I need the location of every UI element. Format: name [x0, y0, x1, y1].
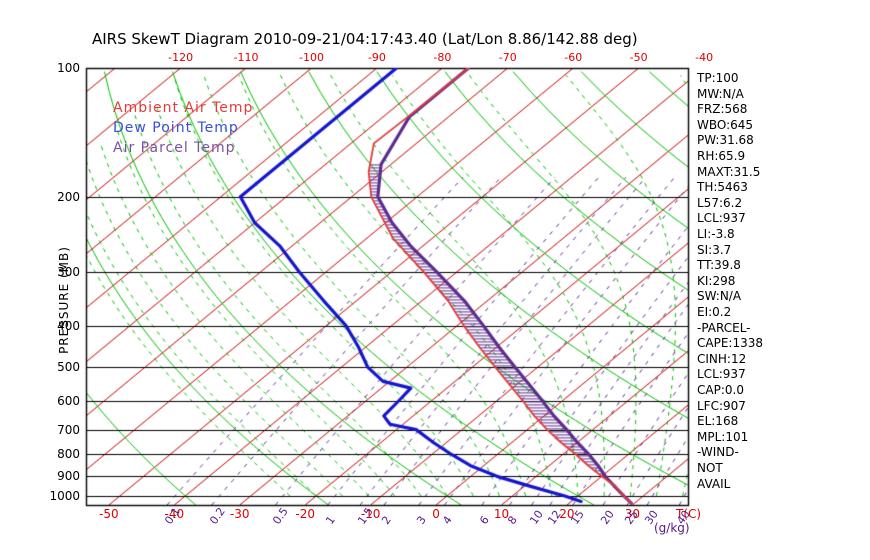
- index-PW: PW:31.68: [697, 133, 754, 148]
- pressure-tick: 900: [57, 469, 80, 484]
- index-CINH: CINH:12: [697, 351, 747, 366]
- index-EL: EL:168: [697, 414, 739, 429]
- index-L57: L57:6.2: [697, 195, 743, 210]
- index-MW: MW:N/A: [697, 86, 744, 101]
- pressure-tick: 1000: [49, 488, 80, 503]
- bottom-temp-tick: 30: [624, 507, 641, 521]
- index-LI: LI:-3.8: [697, 227, 735, 241]
- index-WBO: WBO:645: [697, 117, 754, 132]
- index-wind-line1: NOT: [697, 461, 723, 475]
- top-temp-tick: -80: [433, 51, 452, 64]
- index-EI: EI:0.2: [697, 305, 732, 319]
- top-temp-tick: -70: [498, 51, 517, 64]
- index-LCL-parcel: LCL:937: [697, 367, 746, 382]
- bottom-temp-tick: -30: [229, 507, 250, 521]
- index-LCL: LCL:937: [697, 211, 746, 226]
- index-MPL: MPL:101: [697, 429, 749, 444]
- top-temp-tick: -50: [629, 51, 648, 64]
- top-temp-tick: -60: [564, 51, 583, 64]
- pressure-tick: 800: [57, 447, 80, 462]
- bottom-temp-tick: 0: [432, 507, 440, 521]
- pressure-tick: 300: [57, 265, 80, 280]
- bottom-temp-tick: 20: [559, 507, 575, 521]
- legend-air-parcel-temp: Air Parcel Temp: [113, 140, 236, 156]
- index-LFC: LFC:907: [697, 398, 746, 413]
- index-CAP: CAP:0.0: [697, 383, 744, 397]
- index-SI: SI:3.7: [697, 242, 732, 257]
- index-wind-line2: AVAIL: [697, 476, 731, 491]
- index-FRZ: FRZ:568: [697, 102, 748, 117]
- top-temp-tick: -110: [233, 51, 259, 64]
- pressure-axis-label: PRESSURE (MB): [57, 246, 71, 354]
- mixing-ratio-axis-label: (g/kg): [654, 521, 690, 535]
- temperature-axis-label: T(C): [676, 507, 702, 521]
- index-CAPE: CAPE:1338: [697, 336, 763, 351]
- top-temp-tick: -90: [367, 51, 386, 64]
- index-SW: SW:N/A: [697, 289, 742, 304]
- index-RH: RH:65.9: [697, 149, 746, 163]
- index-TH: TH:5463: [697, 180, 748, 195]
- top-temp-tick: -120: [168, 51, 194, 64]
- bottom-temp-tick: -10: [360, 507, 381, 521]
- index-parcel-header: -PARCEL-: [697, 320, 751, 335]
- index-KI: KI:298: [697, 273, 736, 288]
- pressure-tick: 400: [57, 318, 80, 333]
- bottom-temp-tick: -20: [295, 507, 316, 521]
- bottom-temp-tick: -50: [99, 507, 119, 521]
- pressure-tick: 100: [57, 61, 80, 75]
- bottom-temp-tick: 10: [493, 507, 510, 521]
- pressure-tick: 600: [57, 393, 80, 408]
- pressure-tick: 200: [57, 189, 80, 204]
- top-temp-tick: -100: [299, 51, 324, 64]
- pressure-tick: 500: [57, 360, 80, 375]
- top-temp-tick: -40: [695, 51, 714, 64]
- legend-dew-point-temp: Dew Point Temp: [113, 120, 239, 136]
- legend-ambient-air-temp: Ambient Air Temp: [113, 100, 254, 116]
- page-title: AIRS SkewT Diagram 2010-09-21/04:17:43.4…: [92, 30, 638, 48]
- index-MAXT: MAXT:31.5: [697, 164, 761, 179]
- pressure-tick: 700: [57, 422, 80, 437]
- index-TT: TT:39.8: [697, 258, 741, 273]
- index-wind-header: -WIND-: [697, 445, 739, 460]
- bottom-temp-tick: -40: [164, 507, 185, 521]
- index-TP: TP:100: [697, 71, 739, 85]
